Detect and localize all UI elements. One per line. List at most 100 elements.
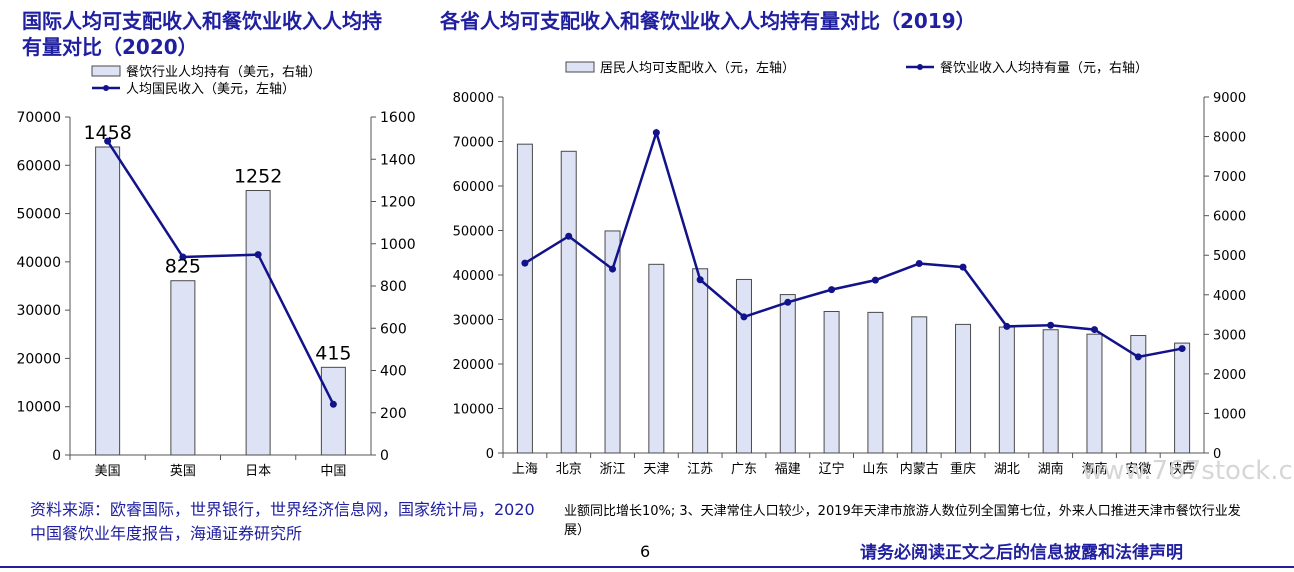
y-tick-label-left: 0	[486, 447, 494, 462]
footer-rule	[0, 566, 1294, 568]
line-point	[521, 259, 529, 267]
y-tick-label-left: 40000	[453, 269, 494, 284]
y-tick-label-left: 20000	[16, 351, 61, 367]
line-point	[254, 251, 262, 259]
line-point	[1003, 322, 1011, 330]
y-tick-label-right: 800	[380, 279, 407, 295]
y-tick-label-left: 30000	[16, 303, 61, 319]
y-tick-label-left: 0	[52, 448, 61, 464]
legend-bar-label: 居民人均可支配收入（元，左轴）	[600, 61, 795, 76]
line-point	[1047, 321, 1055, 329]
bar	[867, 311, 884, 454]
y-tick-label-right: 0	[380, 448, 389, 464]
data-label: 1252	[234, 166, 282, 188]
bar	[998, 326, 1015, 454]
line-point	[1090, 326, 1098, 334]
chart1-title: 国际人均可支配收入和餐饮业收入人均持有量对比（2020）	[22, 9, 382, 59]
x-tick-label: 江苏	[687, 461, 713, 477]
bar	[1130, 335, 1147, 454]
y-tick-label-right: 1000	[380, 237, 416, 253]
data-label: 1458	[83, 122, 131, 144]
x-tick-label: 浙江	[600, 462, 626, 477]
x-tick-label: 上海	[512, 462, 538, 477]
x-tick-label: 辽宁	[819, 461, 845, 477]
x-tick-label: 日本	[245, 464, 271, 479]
y-tick-label-left: 60000	[16, 158, 61, 174]
bar	[95, 146, 121, 456]
line-point	[740, 313, 748, 321]
y-tick-label-right: 400	[380, 364, 407, 380]
y-tick-label-left: 80000	[453, 91, 494, 106]
x-tick-label: 英国	[170, 464, 196, 479]
note-text: 业额同比增长10%; 3、天津常住人口较少，2019年天津市旅游人数位列全国第七…	[564, 504, 1241, 538]
bar	[692, 268, 709, 454]
x-tick-label: 福建	[775, 462, 801, 477]
legend-line-label: 餐饮业收入人均持有量（元，右轴）	[940, 60, 1148, 76]
line-point	[696, 276, 704, 284]
chart2: 居民人均可支配收入（元，左轴） 餐饮业收入人均持有量（元，右轴） 0 10000 200…	[453, 60, 1246, 477]
line-point	[609, 265, 617, 273]
y-tick-label-left: 50000	[453, 225, 494, 240]
x-tick-label: 中国	[320, 464, 346, 479]
x-tick-label: 北京	[556, 462, 582, 477]
line-point	[329, 400, 337, 408]
y-tick-label-left: 60000	[453, 180, 494, 195]
bar	[516, 143, 533, 454]
legend-bar-swatch	[91, 65, 121, 77]
legend-bar-swatch	[565, 61, 595, 73]
line-point	[179, 253, 187, 261]
y-tick-label-right: 9000	[1213, 91, 1246, 106]
y-tick-label-right: 5000	[1213, 249, 1246, 264]
legend-line-marker	[917, 64, 923, 70]
chart2-title: 各省人均可支配收入和餐饮业收入人均持有量对比（2019）	[440, 9, 976, 33]
bar	[823, 310, 840, 454]
data-label: 825	[165, 256, 201, 278]
legend-bar-label: 餐饮行业人均持有（美元，右轴）	[126, 64, 321, 80]
series-line	[524, 128, 1183, 359]
y-tick-label-left: 20000	[453, 358, 494, 373]
line-point	[1134, 353, 1142, 361]
x-tick-label: 安徽	[1125, 462, 1151, 477]
x-tick-label: 陕西	[1169, 462, 1195, 477]
legend-line-marker	[103, 85, 109, 91]
x-tick-label: 海南	[1081, 461, 1107, 477]
bar	[911, 316, 928, 454]
page-number: 6	[640, 542, 651, 561]
bar	[955, 323, 972, 454]
line-point	[104, 137, 112, 145]
bar	[320, 366, 346, 456]
y-tick-label-left: 50000	[16, 207, 61, 223]
y-tick-label-left: 40000	[16, 255, 61, 271]
data-label: 415	[315, 342, 351, 364]
y-tick-label-right: 1400	[380, 152, 416, 168]
y-tick-label-left: 70000	[453, 136, 494, 151]
x-tick-label: 广东	[731, 462, 757, 477]
x-tick-label: 湖北	[994, 462, 1020, 477]
line-point	[915, 260, 923, 268]
bar	[1086, 333, 1103, 454]
source-text: 资料来源：欧睿国际，世界银行，世界经济信息网，国家统计局，2020中国餐饮业年度…	[30, 500, 535, 543]
y-tick-label-left: 10000	[16, 400, 61, 416]
bar	[604, 230, 621, 454]
y-tick-label-right: 0	[1213, 447, 1221, 462]
y-tick-label-right: 4000	[1213, 289, 1246, 304]
y-tick-label-right: 8000	[1213, 131, 1246, 146]
legal-link[interactable]: 请务必阅读正文之后的信息披露和法律声明	[860, 543, 1183, 563]
bar	[560, 150, 577, 454]
y-tick-label-left: 30000	[453, 314, 494, 329]
series-line	[106, 140, 335, 405]
y-tick-label-left: 10000	[453, 403, 494, 418]
y-tick-label-right: 2000	[1213, 368, 1246, 383]
y-tick-label-right: 3000	[1213, 328, 1246, 343]
y-tick-label-right: 1200	[380, 195, 416, 211]
line-point	[828, 286, 836, 294]
chart1: 餐饮行业人均持有（美元，右轴）人均国民收入（美元，左轴）010000200003…	[16, 64, 416, 479]
y-tick-label-right: 6000	[1213, 210, 1246, 225]
x-tick-label: 湖南	[1038, 461, 1064, 477]
y-tick-label-right: 1600	[380, 110, 416, 126]
bar	[170, 280, 196, 456]
legend-line-label: 人均国民收入（美元，左轴）	[126, 82, 295, 97]
x-tick-label: 美国	[95, 464, 121, 479]
line-point	[652, 129, 660, 137]
bar	[1174, 342, 1191, 454]
